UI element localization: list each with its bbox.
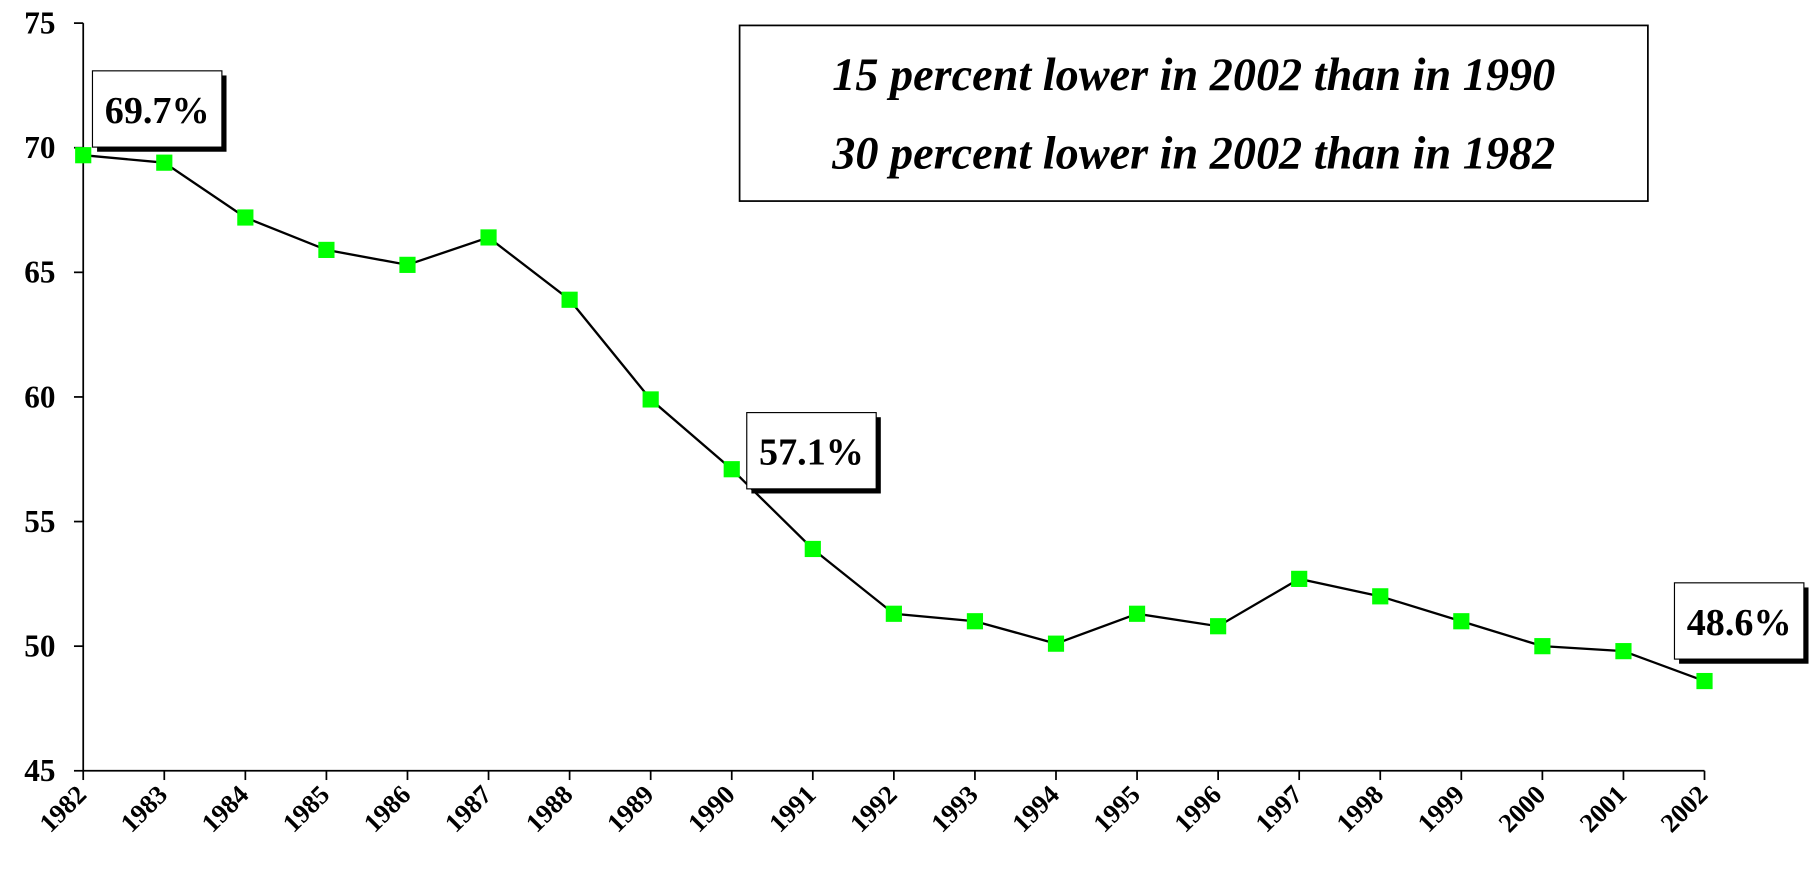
annotation: 15 percent lower in 2002 than in 1990 [832, 49, 1555, 100]
annotation-box [738, 24, 1649, 202]
marker [1210, 618, 1227, 635]
y-tick-label: 75 [24, 6, 55, 41]
data-label: 69.7% [105, 90, 210, 132]
label-box [746, 412, 877, 490]
marker [1696, 672, 1713, 690]
y-tick-label: 55 [24, 504, 55, 539]
x-tick-label: 2002 [1655, 779, 1714, 838]
x-tick-label: 1984 [195, 779, 254, 838]
x-tick-label: 2000 [1492, 779, 1551, 838]
x-tick-label: 1986 [358, 779, 417, 838]
data-label: 48.6% [1687, 602, 1792, 644]
marker [156, 154, 173, 171]
label-box [91, 70, 223, 148]
marker [237, 209, 254, 226]
x-tick-label: 1998 [1330, 779, 1389, 838]
data-label: 57.1% [759, 432, 864, 474]
marker [642, 391, 659, 408]
x-tick-label: 1993 [925, 779, 984, 838]
line [83, 154, 1705, 683]
y-tick-label: 65 [24, 255, 55, 290]
marker [1372, 588, 1389, 605]
x-tick-label: 1990 [682, 779, 741, 838]
x-tick-label: 1991 [763, 779, 822, 838]
y-tick-label: 50 [24, 629, 55, 664]
marker [1047, 635, 1065, 652]
x-tick-label: 1988 [520, 779, 579, 838]
x-tick-label: 2001 [1574, 779, 1633, 838]
marker [1534, 638, 1551, 655]
marker [75, 147, 92, 164]
annotation: 30 percent lower in 2002 than in 1982 [831, 128, 1555, 179]
marker [1128, 605, 1146, 622]
marker [318, 241, 335, 258]
x-tick-label: 1996 [1168, 779, 1227, 838]
marker [966, 613, 984, 630]
x-tick-label: 1995 [1087, 779, 1146, 838]
marker [1453, 613, 1470, 630]
x-tick-label: 1992 [844, 779, 903, 838]
marker [1291, 570, 1308, 587]
label-box [1673, 582, 1805, 660]
marker [399, 256, 416, 273]
x-tick-label: 1983 [114, 779, 173, 838]
y-tick-label: 45 [24, 753, 55, 788]
marker [885, 605, 902, 622]
marker [723, 461, 740, 478]
y-tick-label: 70 [24, 130, 55, 165]
marker [480, 229, 497, 246]
x-tick-label: 1989 [601, 779, 660, 838]
x-tick-label: 1985 [277, 779, 336, 838]
x-tick-label: 1999 [1411, 779, 1470, 838]
marker [804, 540, 821, 558]
x-tick-label: 1994 [1006, 779, 1065, 838]
y-tick-label: 60 [24, 379, 55, 414]
x-tick-label: 1987 [439, 779, 498, 838]
marker [1615, 643, 1632, 660]
x-tick-label: 1997 [1249, 779, 1308, 838]
marker [561, 291, 578, 308]
